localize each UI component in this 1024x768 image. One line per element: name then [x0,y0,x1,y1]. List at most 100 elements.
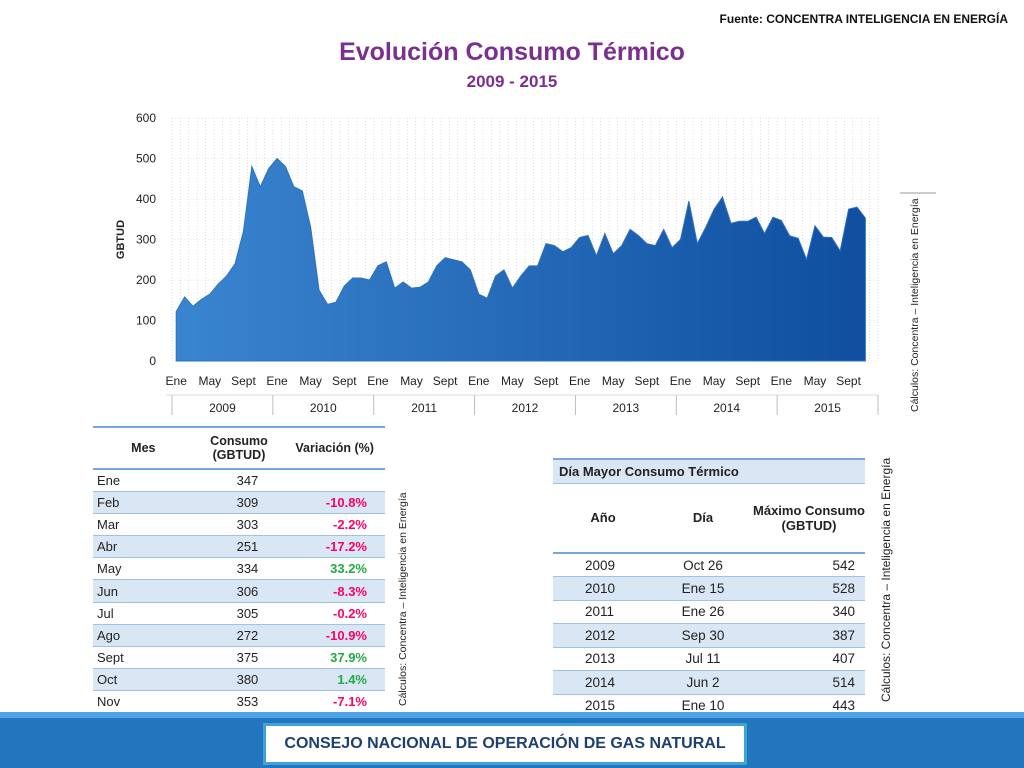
cell-mes: Oct [93,668,194,692]
cell-mes: Jul [93,602,194,625]
cell-anio: 2013 [553,647,653,671]
year-label: 2010 [310,401,337,415]
table-row: 2009 Oct 26 542 [553,553,865,577]
cell-mes: Ago [93,624,194,648]
year-label: 2014 [713,401,740,415]
consumption-area-chart: 0 100 200 300 400 500 600 Ene May Sept 2009 Ene May S… [115,111,936,415]
x-tick-label: May [400,374,423,388]
cell-consumo: 347 [193,469,285,492]
source-note: Fuente: CONCENTRA INTELIGENCIA EN ENERGÍ… [719,12,1008,26]
y-tick-label: 400 [136,192,156,206]
col-header-mes: Mes [93,426,194,470]
x-tick-label: Sept [735,374,760,388]
table-row: Mar 303 -2.2% [93,513,385,537]
x-tick-label: May [703,374,726,388]
x-tick-label: Sept [836,374,861,388]
cell-variacion [284,469,385,492]
cell-mes: Nov [93,690,194,714]
table-row: Abr 251 -17.2% [93,535,385,559]
x-tick-label: May [602,374,625,388]
cell-variacion: -2.2% [284,513,385,537]
cell-maximo: 514 [753,670,865,695]
x-tick-label: May [804,374,827,388]
footer-label: CONSEJO NACIONAL DE OPERACIÓN DE GAS NAT… [284,735,726,752]
year-label: 2013 [613,401,640,415]
cell-mes: Abr [93,535,194,559]
footer-box: CONSEJO NACIONAL DE OPERACIÓN DE GAS NAT… [263,723,747,765]
cell-anio: 2014 [553,670,653,695]
table-row: May 334 33.2% [93,557,385,581]
table-row: Ago 272 -10.9% [93,624,385,648]
cell-maximo: 443 [753,694,865,718]
year-label: 2011 [411,401,437,415]
page-title: Evolución Consumo Térmico [339,38,685,66]
year-label: 2015 [814,401,841,415]
cell-variacion: -17.2% [284,535,385,559]
y-tick-label: 300 [136,233,156,247]
y-tick-label: 0 [149,354,156,368]
x-tick-label: Sept [332,374,357,388]
cell-mes: Sept [93,646,194,670]
cell-consumo: 309 [193,491,285,514]
cell-consumo: 375 [193,646,285,670]
table-row: Oct 380 1.4% [93,668,385,692]
x-tick-label: May [198,374,221,388]
cell-dia: Jul 11 [653,647,753,671]
table-row: 2010 Ene 15 528 [553,576,865,601]
cell-mes: Jun [93,579,194,603]
x-tick-label: May [299,374,322,388]
table-row: Jul 305 -0.2% [93,602,385,625]
cell-consumo: 380 [193,668,285,692]
cell-consumo: 353 [193,690,285,714]
cell-anio: 2012 [553,623,653,648]
cell-dia: Ene 15 [653,576,753,601]
cell-consumo: 305 [193,602,285,625]
col-header-dia: Día [653,483,753,554]
cell-variacion: -0.2% [284,602,385,625]
cell-consumo: 306 [193,579,285,603]
cell-dia: Oct 26 [653,553,753,577]
year-label: 2012 [512,401,539,415]
x-tick-label: Ene [266,374,288,388]
max-consumption-table: Día Mayor Consumo Térmico Año Día Máximo… [553,458,865,718]
cell-dia: Ene 10 [653,694,753,718]
col-header-maximo: Máximo Consumo (GBTUD) [753,483,865,554]
table-row: 2013 Jul 11 407 [553,647,865,671]
x-tick-label: Sept [231,374,256,388]
table-row: 2015 Ene 10 443 [553,694,865,718]
table-row: 2014 Jun 2 514 [553,670,865,695]
cell-mes: Mar [93,513,194,537]
table-row: Feb 309 -10.8% [93,491,385,514]
x-tick-label: Ene [569,374,591,388]
cell-mes: Ene [93,469,194,492]
cell-variacion: 37.9% [284,646,385,670]
cell-dia: Ene 26 [653,600,753,624]
cell-consumo: 334 [193,557,285,581]
col-header-anio: Año [553,483,653,554]
cell-maximo: 542 [753,553,865,577]
col-header-variacion: Variación (%) [284,426,385,470]
cell-variacion: -7.1% [284,690,385,714]
y-axis-title: GBTUD [115,220,127,259]
cell-maximo: 528 [753,576,865,601]
cell-consumo: 251 [193,535,285,559]
x-tick-label: Ene [468,374,490,388]
monthly-calc-note: Cálculos: Concentra – Inteligencia en En… [397,492,409,706]
x-tick-label: May [501,374,524,388]
cell-variacion: -10.9% [284,624,385,648]
cell-mes: Feb [93,491,194,514]
y-tick-label: 500 [136,152,156,166]
x-tick-label: Ene [771,374,793,388]
cell-maximo: 407 [753,647,865,671]
x-tick-label: Sept [635,374,660,388]
x-tick-label: Ene [166,374,188,388]
cell-anio: 2010 [553,576,653,601]
cell-mes: May [93,557,194,581]
table-row: 2011 Ene 26 340 [553,600,865,624]
cell-consumo: 272 [193,624,285,648]
table-row: Sept 375 37.9% [93,646,385,670]
cell-maximo: 387 [753,623,865,648]
table-row: Ene 347 [93,469,385,492]
cell-dia: Jun 2 [653,670,753,695]
x-tick-label: Sept [433,374,458,388]
